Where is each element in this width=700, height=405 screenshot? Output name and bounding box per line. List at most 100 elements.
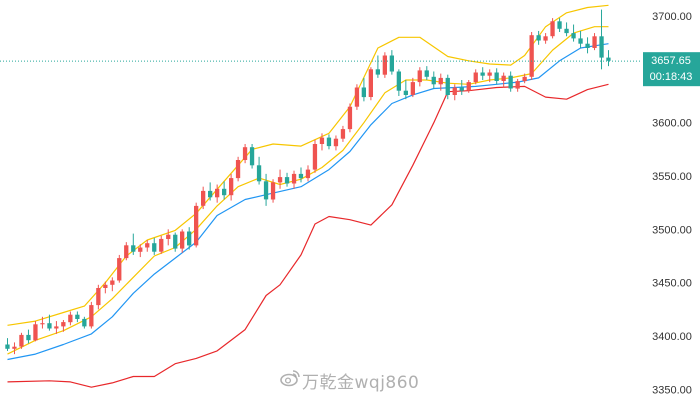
candle-body — [26, 334, 31, 341]
candle — [550, 18, 555, 39]
candle-body — [501, 75, 506, 81]
candle — [208, 182, 213, 201]
candle — [375, 55, 380, 78]
candle — [389, 50, 394, 75]
candle-body — [277, 177, 283, 183]
candle-body — [396, 71, 401, 91]
candle-body — [522, 76, 527, 82]
candle-body — [389, 55, 394, 72]
candle-body — [312, 144, 318, 170]
candle — [256, 156, 262, 185]
candle-body — [375, 69, 380, 75]
candle-body — [480, 72, 485, 76]
candle-body — [382, 55, 387, 75]
y-tick-label: 3400.00 — [652, 331, 692, 343]
candle — [354, 84, 360, 110]
candle — [396, 69, 401, 96]
candle-body — [305, 169, 311, 179]
candle-body — [229, 178, 234, 196]
candle-body — [180, 231, 185, 249]
candle-body — [117, 258, 122, 281]
candle-body — [40, 323, 45, 325]
candle — [235, 156, 241, 182]
candle — [403, 80, 408, 100]
candle-body — [326, 137, 332, 147]
candle-body — [215, 188, 220, 198]
candle-body — [354, 87, 360, 107]
candle-body — [403, 90, 408, 95]
candle — [333, 135, 339, 151]
candle-body — [103, 284, 108, 288]
candle — [319, 133, 325, 151]
candle — [361, 77, 366, 102]
price-axis: 3350.00 3400.00 3450.00 3500.00 3550.00 3600.… — [652, 11, 692, 396]
current-price-tag — [643, 52, 700, 87]
candle-body — [68, 314, 73, 323]
candle-body — [459, 87, 464, 91]
candle — [82, 316, 87, 329]
candle — [340, 125, 346, 142]
candle — [229, 173, 234, 201]
candle — [326, 134, 332, 150]
candle-body — [235, 160, 241, 179]
candle-body — [263, 181, 269, 200]
candle — [452, 84, 457, 101]
candle — [5, 338, 10, 351]
candle-body — [54, 326, 59, 329]
candle — [445, 74, 450, 100]
candle — [194, 202, 199, 248]
candle — [124, 242, 129, 261]
candle — [410, 77, 415, 98]
candle-body — [417, 70, 422, 83]
candle — [543, 33, 548, 44]
candle-body — [75, 314, 80, 319]
candle — [487, 69, 492, 83]
candle — [424, 66, 429, 80]
y-tick-label: 3550.00 — [652, 171, 692, 183]
candle-body — [145, 243, 150, 248]
candle-body — [578, 38, 583, 44]
candle-body — [592, 36, 597, 48]
candle — [222, 181, 227, 200]
candle — [578, 30, 583, 48]
candle — [61, 320, 66, 332]
candle-body — [550, 21, 555, 37]
candle — [54, 321, 59, 334]
candle — [459, 80, 464, 95]
candle-body — [47, 323, 52, 329]
candle-body — [333, 138, 339, 147]
candle-body — [368, 69, 373, 97]
candle-body — [571, 33, 576, 39]
candle — [270, 179, 276, 203]
countdown-label: 00:18:43 — [650, 71, 693, 83]
candle — [508, 71, 513, 92]
y-tick-label: 3600.00 — [652, 118, 692, 130]
candle-body — [33, 324, 38, 341]
y-tick-label: 3700.00 — [652, 11, 692, 23]
candle-body — [599, 36, 604, 58]
candle — [522, 73, 527, 84]
candle — [166, 229, 171, 246]
candle-body — [110, 280, 115, 285]
y-tick-label: 3450.00 — [652, 278, 692, 290]
candle-body — [606, 57, 611, 61]
candle-body — [152, 243, 157, 252]
candle — [571, 24, 576, 42]
candle-body — [557, 21, 562, 29]
candle — [564, 22, 569, 37]
bollinger-lower-line — [7, 83, 609, 388]
candle — [110, 277, 115, 292]
candle-body — [201, 190, 206, 206]
candle-body — [466, 82, 471, 91]
candle — [368, 67, 373, 101]
candle-body — [347, 106, 353, 130]
candle-body — [19, 334, 24, 347]
candle — [466, 80, 471, 93]
candle — [438, 73, 443, 91]
candle — [606, 50, 611, 67]
candle-body — [242, 147, 248, 160]
candle — [312, 139, 318, 173]
candle — [347, 103, 353, 133]
weibo-logo-icon — [280, 370, 300, 387]
